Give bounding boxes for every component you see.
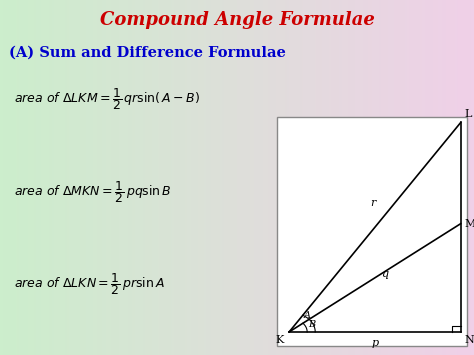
Text: p: p: [371, 338, 379, 348]
Text: Compound Angle Formulae: Compound Angle Formulae: [100, 11, 374, 29]
Text: B: B: [308, 320, 316, 329]
Text: $\mathit{area\ of}\ \Delta LKN = \dfrac{1}{2}\,pr\sin A$: $\mathit{area\ of}\ \Delta LKN = \dfrac{…: [14, 271, 165, 297]
Text: A: A: [304, 311, 310, 321]
Text: q: q: [381, 269, 388, 279]
Text: M: M: [465, 219, 474, 229]
Text: N: N: [465, 335, 474, 345]
Text: K: K: [275, 335, 283, 345]
Text: (A) Sum and Difference Formulae: (A) Sum and Difference Formulae: [9, 46, 286, 60]
Text: r: r: [371, 198, 376, 208]
Text: L: L: [465, 109, 472, 119]
FancyBboxPatch shape: [277, 117, 467, 346]
Text: $\mathit{area\ of}\ \Delta MKN = \dfrac{1}{2}\,pq\sin B$: $\mathit{area\ of}\ \Delta MKN = \dfrac{…: [14, 179, 172, 204]
Text: $\mathit{area\ of}\ \Delta LKM = \dfrac{1}{2}\,qr\sin(\,A - B)$: $\mathit{area\ of}\ \Delta LKM = \dfrac{…: [14, 87, 200, 112]
